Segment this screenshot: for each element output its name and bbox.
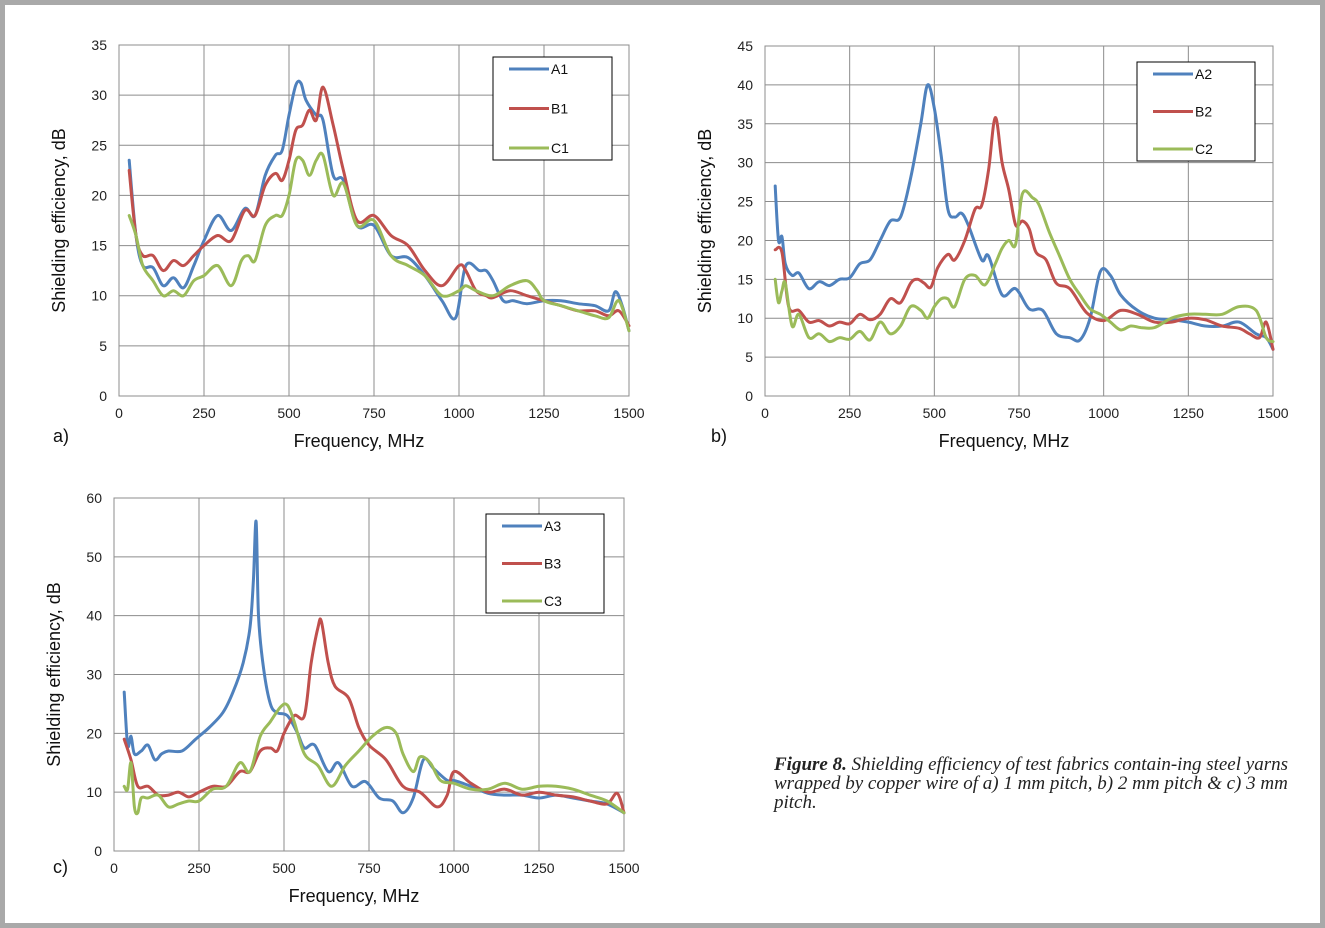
y-tick-label: 0 bbox=[99, 388, 107, 404]
y-tick-label: 30 bbox=[91, 87, 107, 103]
series-line-B3 bbox=[122, 617, 626, 815]
x-tick-label: 500 bbox=[272, 860, 296, 876]
y-tick-label: 10 bbox=[91, 288, 107, 304]
legend-label-B1: B1 bbox=[551, 101, 568, 117]
legend-label-C3: C3 bbox=[544, 593, 562, 609]
chart-panel-b: 0 5 10 15 20 25 30 35 40 45 0 250 500 750 1000 1250 1500… bbox=[695, 38, 1289, 451]
x-tick-label: 0 bbox=[110, 860, 118, 876]
y-tick-label: 35 bbox=[91, 37, 107, 53]
x-tick-label: 250 bbox=[838, 405, 862, 421]
x-tick-label: 1000 bbox=[443, 405, 474, 421]
x-tick-label: 1500 bbox=[1257, 405, 1288, 421]
caption-label: Figure 8. bbox=[774, 754, 847, 775]
series-line-C3 bbox=[122, 702, 626, 816]
series-line-A2 bbox=[773, 83, 1275, 351]
x-tick-label: 1250 bbox=[1173, 405, 1204, 421]
x-axis-label: Frequency, MHz bbox=[294, 431, 425, 451]
panel-label: b) bbox=[711, 426, 727, 446]
y-tick-label: 0 bbox=[745, 388, 753, 404]
x-tick-label: 750 bbox=[357, 860, 381, 876]
y-tick-label: 5 bbox=[745, 349, 753, 365]
x-tick-label: 1250 bbox=[528, 405, 559, 421]
series-line-A1 bbox=[127, 79, 631, 333]
y-tick-label: 25 bbox=[737, 194, 753, 210]
legend-label-A3: A3 bbox=[544, 518, 561, 534]
series-line-C1 bbox=[127, 151, 631, 333]
y-tick-label: 20 bbox=[737, 232, 753, 248]
panel-label: a) bbox=[53, 426, 69, 446]
chart-panel-c: 0 10 20 30 40 50 60 0 250 500 750 1000 1250 1500 Frequ… bbox=[44, 490, 640, 906]
x-tick-label: 1500 bbox=[613, 405, 644, 421]
y-tick-label: 0 bbox=[94, 843, 102, 859]
x-tick-label: 1000 bbox=[1088, 405, 1119, 421]
x-tick-label: 250 bbox=[187, 860, 211, 876]
plot-area bbox=[113, 497, 625, 852]
legend-label-A1: A1 bbox=[551, 61, 568, 77]
legend: A2 B2 C2 bbox=[1136, 61, 1256, 162]
plot-area bbox=[764, 45, 1274, 397]
y-tick-label: 40 bbox=[737, 77, 753, 93]
y-axis-label: Shielding efficiency, dB bbox=[49, 128, 69, 312]
x-tick-label: 500 bbox=[923, 405, 947, 421]
caption-text: Shielding efficiency of test fabrics con… bbox=[774, 754, 1288, 813]
x-tick-label: 750 bbox=[1007, 405, 1031, 421]
x-axis-label: Frequency, MHz bbox=[289, 886, 420, 906]
x-tick-label: 0 bbox=[761, 405, 769, 421]
chart-panel-a: 0 5 10 15 20 25 30 35 0 250 500 750 1000 1250 1500 Freq… bbox=[49, 37, 645, 451]
x-tick-label: 1000 bbox=[438, 860, 469, 876]
x-axis-label: Frequency, MHz bbox=[939, 431, 1070, 451]
x-tick-label: 1500 bbox=[608, 860, 639, 876]
x-tick-label: 1250 bbox=[523, 860, 554, 876]
series-line-B2 bbox=[773, 116, 1275, 351]
y-tick-label: 30 bbox=[737, 155, 753, 171]
legend-label-C1: C1 bbox=[551, 140, 569, 156]
y-tick-label: 30 bbox=[86, 667, 102, 683]
y-tick-label: 40 bbox=[86, 608, 102, 624]
x-tick-label: 500 bbox=[277, 405, 301, 421]
y-tick-label: 20 bbox=[91, 187, 107, 203]
legend-label-C2: C2 bbox=[1195, 141, 1213, 157]
y-tick-label: 60 bbox=[86, 490, 102, 506]
y-tick-label: 50 bbox=[86, 549, 102, 565]
x-tick-label: 250 bbox=[192, 405, 216, 421]
legend: A3 B3 C3 bbox=[485, 513, 605, 614]
legend-label-B3: B3 bbox=[544, 556, 561, 572]
figure-caption: Figure 8. Shielding efficiency of test f… bbox=[774, 755, 1294, 812]
panel-label: c) bbox=[53, 857, 68, 877]
y-tick-label: 20 bbox=[86, 725, 102, 741]
plot-area bbox=[118, 44, 630, 397]
y-tick-label: 45 bbox=[737, 38, 753, 54]
legend: A1 B1 C1 bbox=[492, 56, 613, 161]
legend-label-A2: A2 bbox=[1195, 66, 1212, 82]
legend-label-B2: B2 bbox=[1195, 104, 1212, 120]
y-tick-label: 10 bbox=[86, 784, 102, 800]
x-tick-label: 0 bbox=[115, 405, 123, 421]
series-line-C2 bbox=[773, 189, 1275, 344]
y-tick-label: 15 bbox=[737, 271, 753, 287]
y-axis-label: Shielding efficiency, dB bbox=[44, 582, 64, 766]
y-tick-label: 35 bbox=[737, 116, 753, 132]
y-axis-label: Shielding efficiency, dB bbox=[695, 129, 715, 313]
series-line-B1 bbox=[127, 85, 631, 328]
y-tick-label: 10 bbox=[737, 310, 753, 326]
y-tick-label: 5 bbox=[99, 338, 107, 354]
y-tick-label: 25 bbox=[91, 137, 107, 153]
y-tick-label: 15 bbox=[91, 238, 107, 254]
x-tick-label: 750 bbox=[362, 405, 386, 421]
